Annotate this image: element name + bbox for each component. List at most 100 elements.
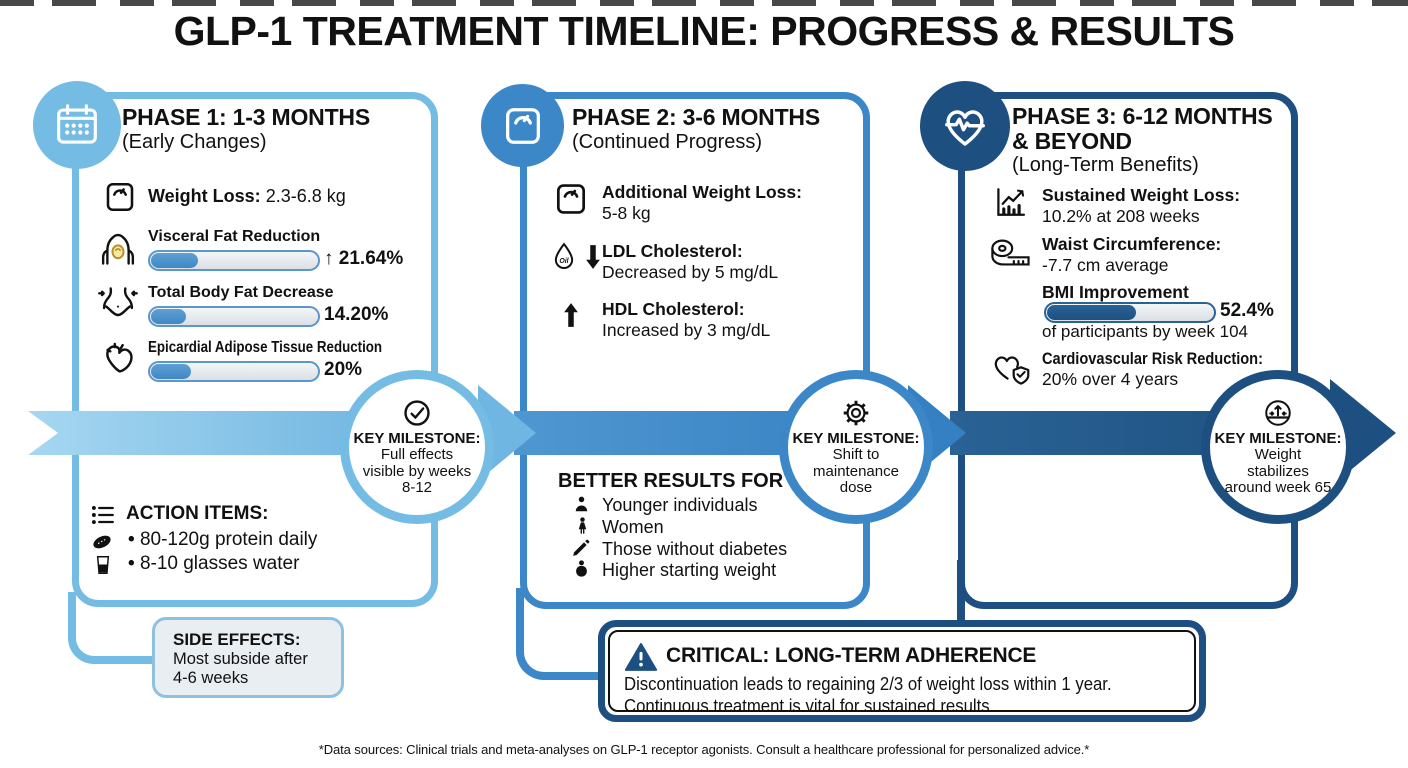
scale-icon	[102, 179, 138, 215]
critical-line2: Continuous treatment is vital for sustai…	[624, 696, 995, 716]
phase3-box	[958, 92, 1298, 609]
list-icon	[88, 502, 118, 528]
stabilize-icon	[1262, 397, 1294, 429]
bmi-value: 52.4%	[1220, 300, 1274, 321]
phase3-title-line2: & BEYOND	[1012, 128, 1132, 154]
syringe-icon	[570, 538, 591, 559]
body-fat-bar	[148, 306, 320, 327]
visceral-fat-value: ↑ 21.64%	[324, 248, 404, 269]
better-item-higher-weight: Higher starting weight	[602, 560, 777, 580]
phase3-title-line1: PHASE 3: 6-12 MONTHS	[1012, 103, 1273, 129]
protein-icon	[88, 530, 116, 554]
action-item-water: 8-10 glasses water	[128, 553, 299, 575]
waist-circumference-value: -7.7 cm average	[1042, 255, 1169, 275]
epicardial-label: Epicardial Adipose Tissue Reduction	[148, 339, 383, 356]
heart-pulse-icon	[939, 100, 991, 152]
scale-icon	[552, 180, 590, 218]
bmi-label: BMI Improvement	[1042, 282, 1189, 302]
visceral-fat-label: Visceral Fat Reduction	[148, 228, 321, 245]
cardio-value: 20% over 4 years	[1042, 369, 1179, 389]
warning-icon	[624, 642, 658, 672]
check-circle-icon	[401, 397, 433, 429]
milestone-3: KEY MILESTONE: Weight stabilizes around …	[1201, 370, 1355, 524]
milestone-2-title: KEY MILESTONE:	[792, 430, 920, 448]
action-item-protein: 80-120g protein daily	[128, 529, 317, 551]
phase2-title: PHASE 2: 3-6 MONTHS	[572, 104, 820, 130]
ldl-value: Decreased by 5 mg/dL	[602, 262, 779, 282]
epicardial-bar-fill	[151, 364, 192, 379]
phase2-icon-circle	[481, 84, 564, 167]
phase2-subtitle: (Continued Progress)	[572, 131, 763, 153]
hdl-value: Increased by 3 mg/dL	[602, 320, 771, 340]
calendar-icon	[52, 100, 102, 150]
heavy-person-icon	[572, 559, 591, 580]
heart-shield-icon	[988, 348, 1034, 386]
better-item-younger: Younger individuals	[602, 495, 758, 515]
bmi-note: of participants by week 104	[1042, 322, 1249, 341]
svg-text:Oil: Oil	[559, 258, 569, 265]
connector-phase1-sideeffects	[68, 592, 166, 664]
epicardial-bar	[148, 361, 320, 382]
connector-phase2-critical	[516, 588, 614, 680]
arrow-up-icon	[560, 298, 582, 332]
page-title: GLP-1 TREATMENT TIMELINE: PROGRESS & RES…	[173, 8, 1235, 54]
milestone-3-title: KEY MILESTONE:	[1214, 430, 1342, 448]
water-glass-icon	[92, 553, 114, 577]
top-crop-artifact	[0, 0, 1408, 6]
epicardial-value: 20%	[324, 359, 363, 380]
additional-weight-label: Additional Weight Loss:	[602, 182, 802, 202]
better-item-women: Women	[602, 517, 664, 537]
bmi-bar-fill	[1047, 305, 1137, 320]
phase2-box	[520, 92, 870, 609]
cardio-label: Cardiovascular Risk Reduction:	[1042, 349, 1263, 368]
sustained-weight-label: Sustained Weight Loss:	[1042, 185, 1241, 205]
tape-measure-icon	[988, 236, 1032, 270]
milestone-1: KEY MILESTONE: Full effects visible by w…	[340, 370, 494, 524]
better-results-title: BETTER RESULTS FOR	[558, 470, 784, 492]
critical-box: CRITICAL: LONG-TERM ADHERENCE Discontinu…	[598, 620, 1206, 722]
phase1-title: PHASE 1: 1-3 MONTHS	[122, 104, 370, 130]
body-fat-label: Total Body Fat Decrease	[148, 284, 334, 301]
scale-icon	[500, 103, 546, 149]
waist-circumference-label: Waist Circumference:	[1042, 234, 1222, 254]
ldl-label: LDL Cholesterol:	[602, 241, 743, 261]
side-effects-body: Most subside after 4-6 weeks	[173, 649, 308, 687]
waist-icon	[96, 282, 140, 326]
visceral-fat-icon	[96, 225, 140, 269]
woman-icon	[575, 516, 590, 537]
gear-icon	[840, 397, 872, 429]
weight-loss-label: Weight Loss:	[148, 186, 261, 206]
phase1-subtitle: (Early Changes)	[122, 131, 267, 153]
bmi-bar	[1044, 302, 1216, 323]
phase3-subtitle: (Long-Term Benefits)	[1012, 154, 1199, 176]
weight-loss-value: 2.3-6.8 kg	[265, 186, 346, 206]
sustained-weight-value: 10.2% at 208 weeks	[1042, 206, 1200, 226]
phase3-icon-circle	[920, 81, 1010, 171]
hdl-label: HDL Cholesterol:	[602, 299, 745, 319]
milestone-1-title: KEY MILESTONE:	[353, 430, 481, 448]
body-fat-value: 14.20%	[324, 304, 389, 325]
visceral-fat-bar-fill	[151, 253, 199, 268]
footer-note: *Data sources: Clinical trials and meta-…	[318, 742, 1090, 757]
critical-box-inner: CRITICAL: LONG-TERM ADHERENCE Discontinu…	[608, 630, 1196, 716]
body-fat-bar-fill	[151, 309, 187, 324]
person-icon	[572, 495, 591, 514]
side-effects-box: SIDE EFFECTS: Most subside after 4-6 wee…	[152, 617, 344, 698]
milestone-2: KEY MILESTONE: Shift to maintenance dose	[779, 370, 933, 524]
heart-icon	[98, 338, 140, 380]
phase1-icon-circle	[33, 81, 121, 169]
side-effects-title: SIDE EFFECTS:	[173, 630, 301, 649]
phase1-box	[72, 92, 438, 607]
oil-drop-icon: Oil	[548, 240, 580, 276]
milestone-2-body: Shift to maintenance dose	[813, 446, 899, 497]
visceral-fat-bar	[148, 250, 320, 271]
arrow-down-icon	[582, 240, 604, 274]
additional-weight-value: 5-8 kg	[602, 203, 651, 223]
action-items-title: ACTION ITEMS:	[126, 503, 269, 524]
milestone-1-body: Full effects visible by weeks 8-12	[362, 446, 472, 497]
chart-increase-icon	[993, 184, 1029, 220]
critical-line1: Discontinuation leads to regaining 2/3 o…	[624, 674, 1112, 694]
better-item-no-diabetes: Those without diabetes	[602, 539, 788, 559]
weight-loss-row: Weight Loss: 2.3-6.8 kg	[148, 186, 346, 207]
